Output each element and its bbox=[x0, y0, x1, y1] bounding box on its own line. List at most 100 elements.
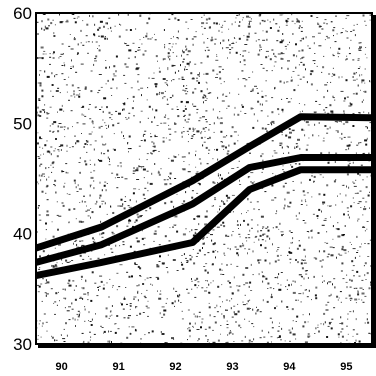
stipple-dot bbox=[352, 29, 355, 31]
stipple-dot bbox=[235, 321, 237, 323]
stipple-dot bbox=[97, 257, 100, 259]
stipple-dot bbox=[110, 26, 112, 29]
stipple-dot bbox=[264, 259, 267, 262]
stipple-dot bbox=[41, 27, 43, 30]
stipple-dot bbox=[51, 171, 53, 173]
stipple-dot bbox=[281, 108, 284, 111]
stipple-dot bbox=[206, 210, 208, 213]
x-tick-label: 92 bbox=[169, 361, 181, 373]
stipple-dot bbox=[259, 22, 261, 25]
stipple-dot bbox=[184, 68, 186, 71]
stipple-dot bbox=[153, 240, 155, 242]
stipple-dot bbox=[205, 127, 207, 129]
stipple-dot bbox=[87, 209, 90, 211]
stipple-dot bbox=[97, 48, 98, 49]
stipple-dot bbox=[350, 300, 352, 301]
stipple-dot bbox=[313, 111, 317, 113]
stipple-dot bbox=[53, 121, 57, 124]
stipple-dot bbox=[256, 306, 257, 308]
stipple-dot bbox=[364, 230, 366, 232]
stipple-dot bbox=[125, 29, 128, 31]
stipple-dot bbox=[363, 111, 365, 113]
stipple-dot bbox=[145, 210, 148, 212]
stipple-dot bbox=[308, 231, 310, 233]
stipple-dot bbox=[346, 207, 349, 209]
stipple-dot bbox=[105, 83, 107, 85]
stipple-dot bbox=[53, 150, 56, 152]
stipple-dot bbox=[266, 130, 268, 132]
stipple-dot bbox=[70, 95, 73, 97]
stipple-dot bbox=[134, 221, 136, 223]
stipple-dot bbox=[84, 115, 87, 117]
stipple-dot bbox=[45, 294, 47, 297]
stipple-dot bbox=[271, 321, 273, 324]
stipple-dot bbox=[292, 320, 294, 322]
stipple-dot bbox=[330, 327, 333, 330]
stipple-dot bbox=[181, 135, 183, 138]
stipple-dot bbox=[42, 322, 44, 325]
stipple-dot bbox=[366, 137, 368, 140]
stipple-dot bbox=[42, 278, 44, 280]
stipple-dot bbox=[228, 332, 230, 335]
stipple-dot bbox=[97, 28, 100, 31]
stipple-dot bbox=[40, 179, 42, 182]
stipple-dot bbox=[143, 295, 146, 297]
stipple-dot bbox=[192, 130, 194, 132]
stipple-dot bbox=[223, 316, 225, 319]
stipple-dot bbox=[335, 152, 338, 154]
stipple-dot bbox=[163, 122, 167, 124]
stipple-dot bbox=[43, 175, 45, 177]
stipple-dot bbox=[217, 182, 219, 184]
stipple-dot bbox=[265, 240, 267, 242]
stipple-dot bbox=[347, 136, 351, 138]
stipple-dot bbox=[174, 178, 177, 179]
stipple-dot bbox=[83, 293, 87, 295]
stipple-dot bbox=[143, 198, 146, 200]
stipple-dot bbox=[163, 179, 166, 181]
stipple-dot bbox=[73, 208, 76, 210]
stipple-dot bbox=[324, 321, 326, 324]
stipple-dot bbox=[276, 210, 278, 213]
stipple-dot bbox=[152, 150, 155, 153]
stipple-dot bbox=[90, 299, 93, 302]
stipple-dot bbox=[73, 289, 75, 291]
stipple-dot bbox=[194, 128, 196, 130]
stipple-dot bbox=[234, 313, 238, 316]
stipple-dot bbox=[364, 90, 367, 93]
stipple-dot bbox=[307, 321, 309, 323]
stipple-dot bbox=[49, 130, 52, 132]
stipple-dot bbox=[44, 292, 47, 294]
stipple-dot bbox=[57, 130, 60, 133]
stipple-dot bbox=[185, 191, 187, 194]
stipple-dot bbox=[232, 333, 234, 335]
stipple-dot bbox=[239, 245, 242, 248]
stipple-dot bbox=[73, 17, 76, 19]
stipple-dot bbox=[225, 299, 228, 301]
x-tick-label: 93 bbox=[226, 361, 238, 373]
stipple-dot bbox=[248, 23, 250, 26]
stipple-dot bbox=[79, 254, 82, 257]
stipple-dot bbox=[135, 28, 137, 30]
stipple-dot bbox=[274, 86, 276, 89]
stipple-dot bbox=[229, 300, 231, 302]
stipple-dot bbox=[201, 16, 203, 18]
stipple-dot bbox=[350, 39, 352, 41]
stipple-dot bbox=[139, 121, 141, 124]
stipple-dot bbox=[239, 21, 241, 23]
stipple-dot bbox=[250, 18, 252, 20]
stipple-dot bbox=[295, 259, 297, 261]
stipple-dot bbox=[213, 131, 215, 133]
stipple-dot bbox=[142, 166, 145, 168]
stipple-dot bbox=[50, 153, 52, 156]
stipple-dot bbox=[357, 250, 359, 251]
stipple-dot bbox=[272, 227, 274, 229]
stipple-dot bbox=[299, 40, 302, 42]
stipple-dot bbox=[79, 298, 82, 299]
stipple-dot bbox=[168, 124, 170, 126]
stipple-dot bbox=[357, 68, 360, 69]
stipple-dot bbox=[266, 341, 269, 343]
stipple-dot bbox=[200, 90, 203, 93]
stipple-dot bbox=[296, 218, 299, 220]
stipple-dot bbox=[53, 184, 56, 185]
stipple-dot bbox=[234, 106, 236, 109]
